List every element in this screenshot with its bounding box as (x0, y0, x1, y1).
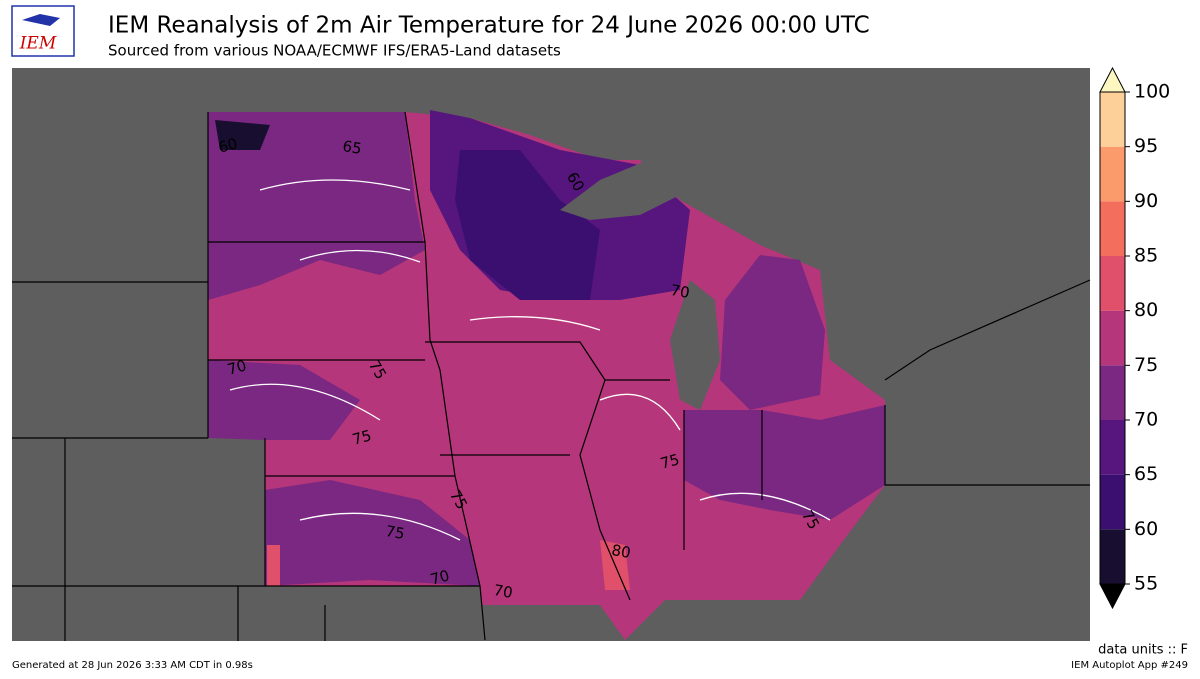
colorbar-tick-label: 80 (1134, 299, 1158, 321)
colorbar-tick-label: 95 (1134, 135, 1158, 157)
colorbar-over (1099, 66, 1126, 93)
contour-label: 75 (350, 426, 373, 448)
colorbar-band (1100, 310, 1125, 366)
colorbar-tick-label: 85 (1134, 245, 1158, 267)
colorbar-tick-label: 90 (1134, 190, 1158, 212)
colorbar-tick-label: 70 (1134, 409, 1158, 431)
colorbar-tick-label: 65 (1134, 463, 1158, 485)
colorbar-tick-label: 100 (1134, 81, 1170, 103)
colorbar-frame (1099, 91, 1126, 585)
contour-label: 70 (428, 566, 451, 588)
colorbar-band (1100, 420, 1125, 475)
colorbar-band (1100, 474, 1125, 530)
contour-label: 75 (384, 522, 406, 543)
colorbar-band (1100, 92, 1125, 147)
logo: IEM (11, 5, 75, 57)
colorbar-band (1100, 529, 1125, 584)
subtitle: Sourced from various NOAA/ECMWF IFS/ERA5… (108, 42, 561, 60)
app-note: IEM Autoplot App #249 (1071, 660, 1188, 671)
contour-label: 70 (669, 281, 691, 302)
contour-label: 75 (658, 450, 681, 472)
colorbar: 55 60 65 70 75 80 85 90 95 100 (1099, 66, 1170, 610)
generated-note: Generated at 28 Jun 2026 3:33 AM CDT in … (12, 660, 253, 671)
colorbar-tick-label: 55 (1134, 573, 1158, 595)
colorbar-band (1100, 201, 1125, 256)
colorbar-band (1100, 146, 1125, 202)
contour-label: 60 (216, 134, 239, 156)
logo-text: IEM (19, 34, 57, 54)
contour-label: 80 (610, 541, 632, 562)
data-units: data units :: F (1098, 643, 1188, 658)
colorbar-tick-label: 60 (1134, 518, 1158, 540)
title: IEM Reanalysis of 2m Air Temperature for… (108, 13, 870, 39)
colorbar-band (1100, 256, 1125, 311)
colorbar-band (1100, 365, 1125, 420)
contour-label: 70 (225, 356, 248, 378)
colorbar-under (1099, 583, 1126, 610)
contour-label: 70 (492, 581, 514, 602)
colorbar-tick-label: 75 (1134, 354, 1158, 376)
contour-label: 65 (341, 137, 363, 158)
